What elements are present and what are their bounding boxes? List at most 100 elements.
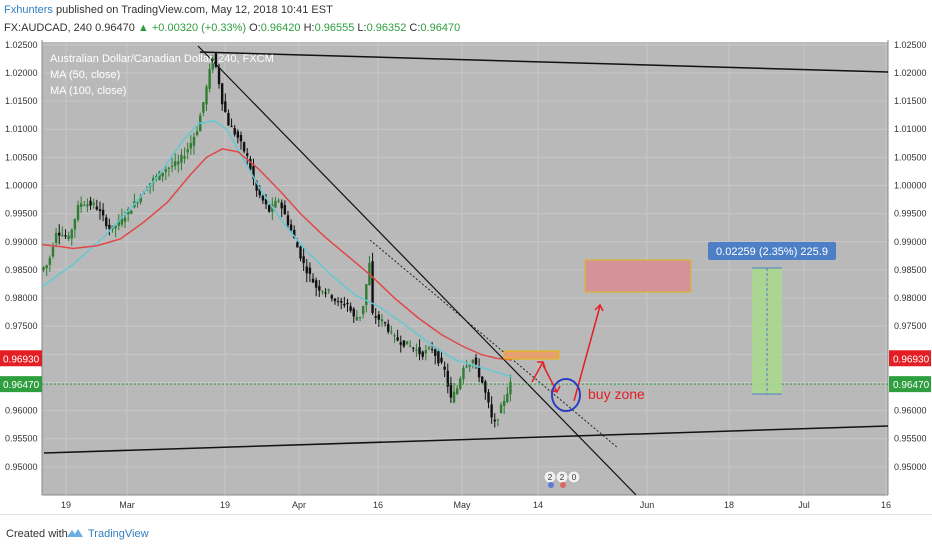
candle-body: [399, 342, 402, 345]
candle-body: [349, 306, 352, 311]
candle-body: [51, 246, 55, 257]
y-tick-label: 1.02500: [894, 40, 927, 50]
candle-body: [496, 419, 500, 421]
candle-body: [224, 101, 227, 112]
published-text: published on TradingView.com, May 12, 20…: [55, 4, 333, 16]
candle-body: [192, 136, 196, 146]
candle-body: [330, 295, 334, 299]
candle-body: [371, 261, 374, 313]
candle-body: [236, 131, 240, 138]
candle-body: [79, 203, 83, 207]
arrow-up-1: [531, 361, 544, 383]
close-value: 0.96470: [420, 22, 461, 34]
legend-item: MA (100, close): [50, 85, 126, 97]
y-tick-label: 0.97500: [894, 321, 927, 331]
candle-body: [214, 53, 218, 67]
candle-body: [217, 67, 221, 85]
candle-body: [73, 219, 77, 230]
author-link[interactable]: Fxhunters: [4, 4, 53, 16]
tradingview-brand[interactable]: TradingView: [88, 528, 149, 540]
y-tick-label-left: 1.00500: [5, 152, 38, 162]
candle-body: [380, 319, 384, 322]
candle-body: [506, 393, 509, 403]
candle-body: [177, 161, 180, 165]
candle-body: [58, 232, 61, 236]
candle-body: [208, 69, 211, 89]
candle-body: [308, 267, 312, 274]
left-axis-panel: [0, 40, 42, 514]
buy-zone-circle: [551, 378, 581, 412]
event-flag-icon: [560, 482, 566, 488]
candle-body: [299, 246, 302, 259]
y-tick-label-left: 0.97500: [5, 321, 38, 331]
y-tick-label: 1.01500: [894, 96, 927, 106]
y-tick-label: 0.96000: [894, 406, 927, 416]
x-tick-label: Apr: [292, 500, 306, 510]
candle-body: [361, 306, 365, 314]
candle-body: [258, 188, 261, 196]
candle-body: [249, 158, 252, 170]
candle-body: [405, 341, 409, 345]
ohlc-line: FX:AUDCAD, 240 0.96470 ▲ +0.00320 (+0.33…: [4, 22, 460, 34]
candle-body: [267, 205, 271, 212]
candle-body: [139, 196, 142, 203]
buy-zone-label: buy zone: [588, 386, 645, 402]
event-icon-label: 2: [560, 473, 565, 482]
y-tick-label-left: 0.98500: [5, 265, 38, 275]
candle-body: [242, 142, 246, 152]
candle-body: [114, 225, 117, 229]
candle-body: [164, 169, 167, 172]
y-tick-label: 1.01000: [894, 124, 927, 134]
high-label: H:: [303, 22, 315, 34]
candle-body: [418, 347, 421, 355]
candle-body: [484, 381, 487, 393]
candle-body: [449, 383, 453, 398]
candle-body: [101, 209, 105, 216]
candle-body: [358, 316, 362, 318]
candle-body: [286, 215, 290, 226]
candle-body: [233, 128, 236, 135]
candle-body: [70, 229, 73, 239]
lower-trendline: [43, 425, 889, 454]
candle-body: [211, 58, 214, 70]
candle-body: [98, 209, 102, 211]
candle-body: [424, 350, 428, 354]
price-chart[interactable]: 1.02500 1.02500 1.02000 1.02000 1.01500 1.015…: [0, 40, 932, 514]
x-tick-label: 16: [881, 500, 891, 510]
candle-body: [377, 314, 381, 320]
candle-body: [415, 349, 418, 351]
candle-body: [48, 258, 52, 265]
measure-label-bg: [708, 242, 836, 260]
candle-body: [92, 202, 95, 205]
descending-trendline: [197, 45, 637, 496]
candle-body: [130, 210, 133, 214]
x-tick-label: Jul: [798, 500, 810, 510]
candle-body: [502, 400, 506, 406]
candle-body: [311, 278, 315, 283]
arrow-up-2: [573, 305, 601, 402]
candle-body: [136, 202, 139, 204]
candle-body: [402, 340, 406, 347]
candle-body: [390, 331, 393, 333]
candle-body: [189, 143, 193, 149]
price-tag-right-value: 0.96470: [893, 380, 930, 391]
change-value: +0.00320 (+0.33%): [151, 22, 247, 34]
candle-body: [346, 302, 349, 305]
event-icon-label: 2: [548, 473, 553, 482]
candle-body: [220, 83, 224, 105]
ma100-line: [41, 148, 513, 361]
y-tick-label-left: 0.98000: [5, 293, 38, 303]
candle-body: [465, 366, 468, 368]
candle-body: [365, 284, 368, 306]
candle-body: [293, 229, 296, 238]
candle-body: [324, 292, 327, 294]
y-tick-label: 1.00000: [894, 180, 927, 190]
created-with-text: Created with: [6, 528, 68, 540]
candle-body: [305, 266, 308, 274]
up-arrow-icon: ▲: [137, 22, 149, 34]
candle-body: [452, 391, 456, 403]
candle-body: [227, 112, 230, 126]
candle-body: [459, 378, 462, 390]
open-value: 0.96420: [260, 22, 301, 34]
candle-body: [481, 376, 484, 383]
